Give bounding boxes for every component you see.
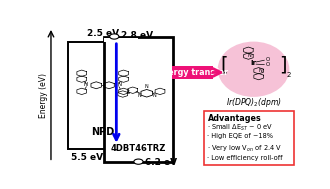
Text: 2.8 eV: 2.8 eV: [121, 31, 153, 40]
Circle shape: [110, 34, 119, 39]
Circle shape: [134, 159, 143, 164]
Text: N: N: [137, 93, 141, 98]
Text: ]: ]: [279, 55, 287, 74]
Text: Ir: Ir: [250, 60, 256, 66]
Text: S: S: [126, 90, 130, 95]
Text: 4DBT46TRZ: 4DBT46TRZ: [111, 144, 166, 153]
Text: · High EQE of ~18%: · High EQE of ~18%: [208, 133, 274, 139]
Text: N: N: [258, 68, 262, 73]
Text: [: [: [220, 55, 228, 74]
Text: N: N: [248, 53, 251, 58]
Text: Ir(DPQ)$_2$(dpm): Ir(DPQ)$_2$(dpm): [226, 96, 281, 109]
Text: N: N: [84, 82, 88, 88]
Text: · Very low V$_{on}$ of 2.4 V: · Very low V$_{on}$ of 2.4 V: [208, 144, 283, 154]
Bar: [204, 112, 294, 165]
Text: Energy (eV): Energy (eV): [39, 73, 48, 118]
Text: Advantages: Advantages: [208, 114, 261, 123]
Text: N: N: [117, 82, 121, 88]
Text: 2.5 eV: 2.5 eV: [86, 29, 119, 38]
Bar: [68, 42, 137, 149]
Text: N: N: [145, 84, 148, 89]
Text: N: N: [152, 93, 156, 98]
Text: NPD: NPD: [91, 127, 114, 137]
Bar: [104, 38, 139, 42]
Text: · Low efficiency roll-off: · Low efficiency roll-off: [208, 155, 283, 161]
Text: 5.5 eV: 5.5 eV: [71, 153, 103, 162]
Text: O: O: [265, 57, 270, 62]
FancyBboxPatch shape: [172, 66, 213, 79]
Text: · Small ΔE$_{ST}$ ~ 0 eV: · Small ΔE$_{ST}$ ~ 0 eV: [208, 122, 274, 132]
Text: 6.2 eV: 6.2 eV: [145, 158, 177, 167]
Text: Energy transfer: Energy transfer: [156, 68, 228, 77]
Text: O: O: [265, 62, 270, 67]
Bar: [104, 36, 173, 162]
Text: 2: 2: [286, 72, 291, 78]
Ellipse shape: [218, 42, 289, 97]
